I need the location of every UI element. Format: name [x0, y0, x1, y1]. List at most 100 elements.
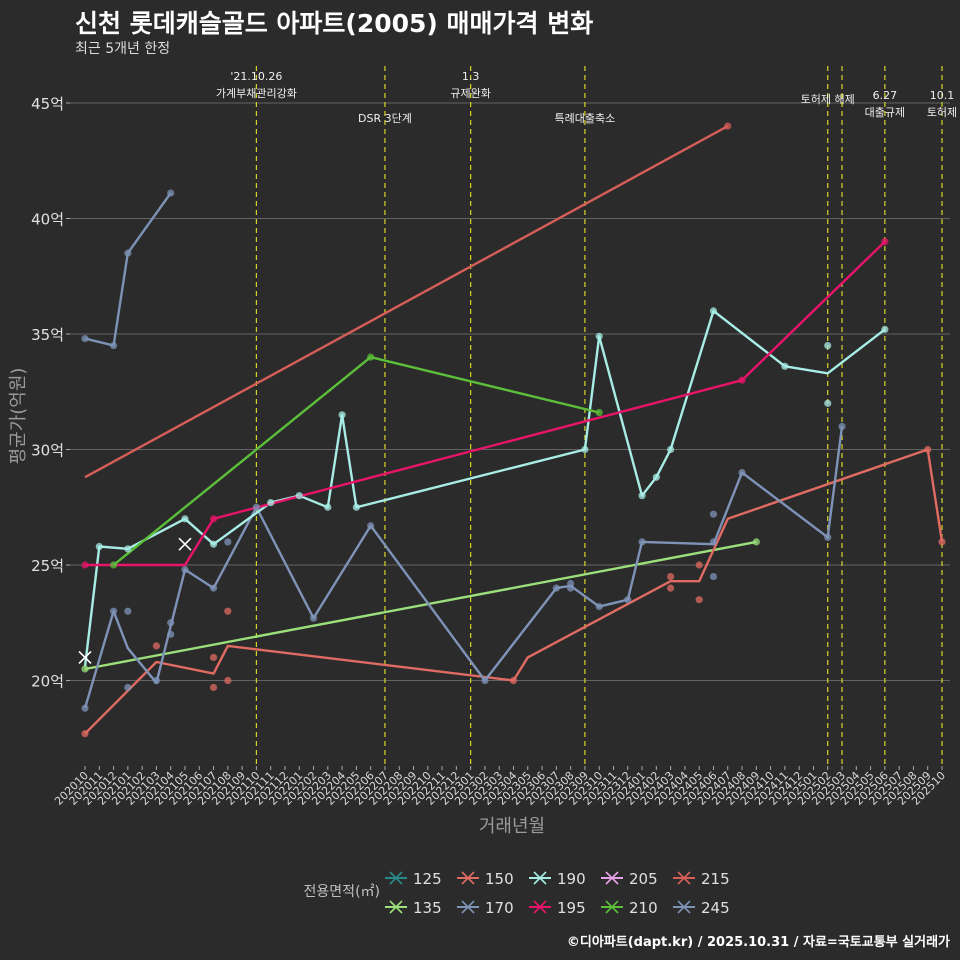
legend-marker-125: [389, 871, 403, 885]
legend-marker-245: [677, 900, 691, 914]
y-tick-label: 20억: [31, 673, 64, 691]
point-190: [581, 445, 589, 454]
y-tick-label: 30억: [31, 441, 64, 459]
series-line-215: [84, 125, 729, 479]
point-150: [695, 561, 703, 569]
point-190: [181, 515, 189, 523]
point-170: [481, 676, 489, 685]
series-line-195: [85, 240, 886, 567]
point-195: [881, 237, 889, 246]
point-170: [824, 533, 832, 541]
legend-label-205: 205: [629, 870, 658, 888]
point-170: [124, 607, 132, 615]
point-245: [81, 335, 89, 343]
point-170: [124, 683, 132, 692]
legend-marker-150: [461, 871, 475, 885]
point-170: [309, 614, 318, 622]
point-170: [709, 510, 718, 518]
legend-label-190: 190: [557, 870, 586, 888]
legend-label-150: 150: [485, 870, 514, 888]
point-170: [624, 596, 632, 604]
point-170: [709, 572, 718, 581]
event-label: 10.1: [930, 89, 955, 102]
point-195: [738, 376, 746, 384]
point-150: [81, 730, 89, 738]
series-line-150: [84, 448, 944, 735]
legend-label-245: 245: [701, 899, 730, 917]
point-150: [224, 676, 232, 685]
point-150: [924, 445, 932, 454]
trend-lines: [83, 125, 944, 735]
data-points: [78, 122, 946, 738]
point-190: [781, 362, 789, 370]
point-170: [595, 602, 603, 611]
point-135: [752, 538, 760, 546]
y-tick-label: 25억: [31, 557, 64, 575]
legend-label-125: 125: [413, 870, 442, 888]
event-label: 토허제 해제: [801, 92, 855, 106]
point-190: [338, 411, 346, 419]
point-150: [667, 572, 675, 581]
point-170: [167, 619, 175, 627]
point-170: [738, 469, 746, 477]
point-170: [838, 422, 846, 430]
point-195: [209, 515, 218, 523]
y-tick-label: 45억: [31, 95, 64, 113]
point-170: [224, 538, 232, 546]
point-210: [595, 408, 603, 417]
point-245: [167, 189, 175, 197]
legend-marker-215: [677, 871, 691, 885]
source-caption: ©디아파트(dapt.kr) / 2025.10.31 / 자료=국토교통부 실…: [566, 935, 950, 950]
chart-subtitle: 최근 5개년 한정: [75, 41, 171, 57]
event-label: 규제완화: [450, 87, 490, 100]
point-170: [709, 538, 718, 546]
event-label: 가계부채관리강화: [216, 87, 297, 100]
point-245: [109, 341, 118, 350]
point-190: [881, 325, 889, 333]
x-marker: [78, 650, 92, 664]
point-170: [181, 566, 189, 574]
point-190: [709, 307, 718, 315]
point-170: [638, 538, 646, 546]
point-170: [367, 522, 375, 530]
event-label: 대출규제: [865, 106, 905, 119]
legend-marker-195: [533, 900, 547, 914]
legend-marker-135: [389, 900, 403, 914]
legend-label-210: 210: [629, 899, 658, 917]
point-150: [667, 584, 675, 592]
series-line-135: [84, 540, 757, 671]
series-line-170: [83, 426, 844, 709]
point-170: [167, 630, 175, 638]
point-170: [552, 584, 560, 592]
point-170: [109, 607, 118, 615]
point-190: [652, 473, 660, 481]
legend-label-170: 170: [485, 899, 514, 917]
chart-title: 신천 롯데캐슬골드 아파트(2005) 매매가격 변화: [75, 9, 594, 38]
point-150: [224, 607, 232, 615]
point-190: [295, 492, 303, 500]
point-150: [209, 683, 218, 692]
point-190: [324, 503, 332, 511]
point-190: [638, 492, 646, 500]
point-170: [152, 676, 161, 685]
legend-label-195: 195: [557, 899, 586, 917]
point-245: [124, 249, 132, 257]
point-210: [367, 353, 375, 361]
point-135: [81, 665, 89, 673]
point-215: [724, 122, 732, 130]
point-170: [81, 704, 89, 712]
point-170: [567, 584, 575, 592]
point-190: [95, 542, 103, 551]
event-label: 토허제: [927, 106, 957, 119]
point-190: [267, 499, 275, 507]
axes: 20억25억30억35억40억45억2020102020112020122021…: [8, 95, 948, 837]
legend: 전용면적(㎡) 125 150 190 205 215 135 170 195 210 245: [304, 870, 730, 917]
legend-marker-190: [533, 871, 547, 885]
point-210: [109, 561, 118, 569]
y-axis-label: 평균가(억원): [8, 368, 29, 465]
point-190: [667, 445, 675, 454]
legend-marker-210: [605, 900, 619, 914]
event-label: 6.27: [873, 89, 898, 102]
y-tick-label: 35억: [31, 326, 64, 344]
